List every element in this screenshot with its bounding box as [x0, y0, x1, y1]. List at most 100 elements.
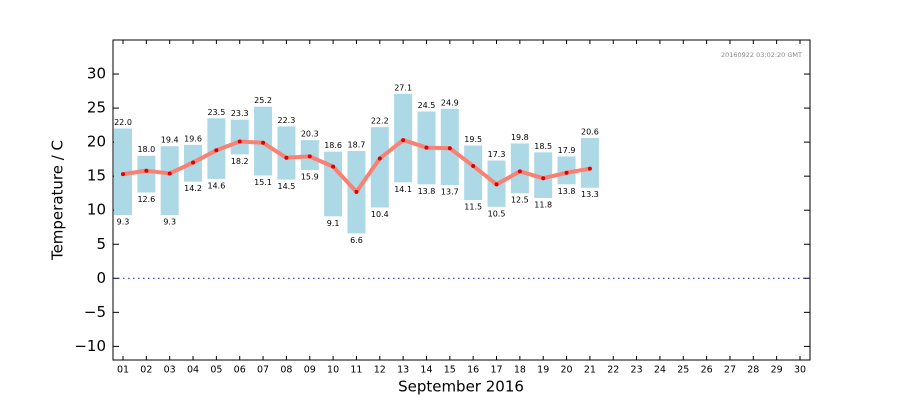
- x-tick-label: 09: [304, 365, 316, 376]
- range-bar: [137, 155, 156, 193]
- bar-top-label: 18.5: [534, 142, 552, 151]
- range-bar: [114, 128, 132, 215]
- x-tick-label: 17: [490, 365, 502, 376]
- bar-top-label: 18.6: [324, 141, 342, 150]
- x-tick-label: 01: [117, 365, 129, 376]
- x-tick-label: 06: [234, 365, 246, 376]
- range-bar: [370, 127, 389, 208]
- mean-marker: [354, 189, 359, 194]
- mean-marker: [214, 148, 219, 153]
- bar-bottom-label: 6.6: [350, 236, 363, 245]
- range-bar: [557, 156, 576, 185]
- bar-bottom-label: 14.2: [184, 184, 202, 193]
- x-tick-label: 05: [210, 365, 222, 376]
- x-tick-label: 15: [444, 365, 456, 376]
- mean-marker: [261, 140, 266, 145]
- bar-top-label: 24.9: [441, 98, 459, 107]
- x-tick-label: 23: [631, 365, 643, 376]
- y-axis-label: Temperature / C: [49, 140, 67, 261]
- range-bar: [534, 152, 553, 198]
- bar-bottom-label: 18.2: [231, 157, 249, 166]
- mean-marker: [401, 138, 406, 143]
- mean-marker: [517, 169, 522, 174]
- y-tick-label: 0: [96, 269, 106, 287]
- x-tick-label: 27: [724, 365, 736, 376]
- y-tick-label: 15: [87, 167, 106, 185]
- bar-top-label: 19.5: [464, 135, 482, 144]
- mean-marker: [191, 160, 196, 165]
- bar-bottom-label: 14.5: [278, 182, 296, 191]
- bar-top-label: 17.9: [558, 146, 576, 155]
- y-tick-label: −5: [84, 303, 106, 321]
- x-tick-label: 29: [771, 365, 783, 376]
- x-tick-label: 14: [420, 365, 432, 376]
- x-tick-label: 18: [514, 365, 526, 376]
- mean-marker: [447, 146, 452, 151]
- bar-bottom-label: 13.8: [558, 187, 576, 196]
- bar-top-label: 20.6: [581, 128, 599, 137]
- bar-bottom-label: 12.6: [137, 195, 155, 204]
- plot-area: [113, 40, 810, 360]
- range-bar: [580, 138, 599, 188]
- mean-marker: [331, 164, 336, 169]
- bar-bottom-label: 10.4: [371, 210, 389, 219]
- bar-top-label: 23.5: [207, 108, 225, 117]
- bar-top-label: 19.6: [184, 134, 202, 143]
- x-tick-label: 08: [280, 365, 292, 376]
- x-tick-label: 04: [187, 365, 199, 376]
- bar-bottom-label: 15.9: [301, 173, 319, 182]
- y-tick-label: 10: [87, 201, 106, 219]
- bar-top-label: 27.1: [394, 83, 412, 92]
- bar-top-label: 17.3: [488, 150, 506, 159]
- bar-top-label: 22.2: [371, 117, 389, 126]
- bar-bottom-label: 10.5: [488, 209, 506, 218]
- bar-bottom-label: 13.7: [441, 188, 459, 197]
- bar-top-label: 25.2: [254, 96, 272, 105]
- x-tick-label: 16: [467, 365, 479, 376]
- x-tick-label: 25: [677, 365, 689, 376]
- x-tick-label: 21: [584, 365, 596, 376]
- x-tick-label: 03: [164, 365, 176, 376]
- x-tick-label: 28: [747, 365, 759, 376]
- mean-marker: [144, 168, 149, 173]
- mean-marker: [494, 182, 499, 187]
- range-bar: [277, 126, 296, 180]
- x-tick-label: 20: [561, 365, 573, 376]
- bar-top-label: 19.8: [511, 133, 529, 142]
- mean-marker: [541, 176, 546, 181]
- x-tick-label: 11: [350, 365, 362, 376]
- mean-marker: [307, 154, 312, 159]
- bar-top-label: 24.5: [418, 101, 436, 110]
- y-tick-label: 5: [96, 235, 106, 253]
- bar-bottom-label: 14.1: [394, 185, 412, 194]
- bar-bottom-label: 11.8: [534, 200, 552, 209]
- x-axis-label: September 2016: [398, 378, 524, 396]
- x-tick-label: 10: [327, 365, 339, 376]
- mean-marker: [237, 139, 242, 144]
- range-bar: [324, 151, 343, 217]
- mean-marker: [377, 156, 382, 161]
- range-bar: [464, 145, 483, 200]
- bar-bottom-label: 9.3: [163, 217, 176, 226]
- mean-marker: [587, 166, 592, 171]
- x-tick-label: 07: [257, 365, 269, 376]
- x-tick-label: 13: [397, 365, 409, 376]
- bar-bottom-label: 11.5: [464, 203, 482, 212]
- mean-marker: [471, 163, 476, 168]
- bar-bottom-label: 15.1: [254, 178, 272, 187]
- x-tick-label: 22: [607, 365, 619, 376]
- bar-bottom-label: 13.3: [581, 190, 599, 199]
- plot-frame: [112, 39, 811, 361]
- x-tick-label: 26: [701, 365, 713, 376]
- bar-top-label: 18.0: [137, 145, 155, 154]
- y-tick-label: 20: [87, 133, 106, 151]
- x-tick-label: 02: [140, 365, 152, 376]
- mean-marker: [167, 171, 172, 176]
- range-bar: [230, 119, 249, 155]
- bar-top-label: 18.7: [348, 140, 366, 149]
- y-tick-label: −10: [74, 337, 106, 355]
- timestamp: 20160922 03:02:20 GMT: [721, 51, 802, 59]
- mean-marker: [121, 172, 125, 177]
- bar-bottom-label: 14.6: [207, 181, 225, 190]
